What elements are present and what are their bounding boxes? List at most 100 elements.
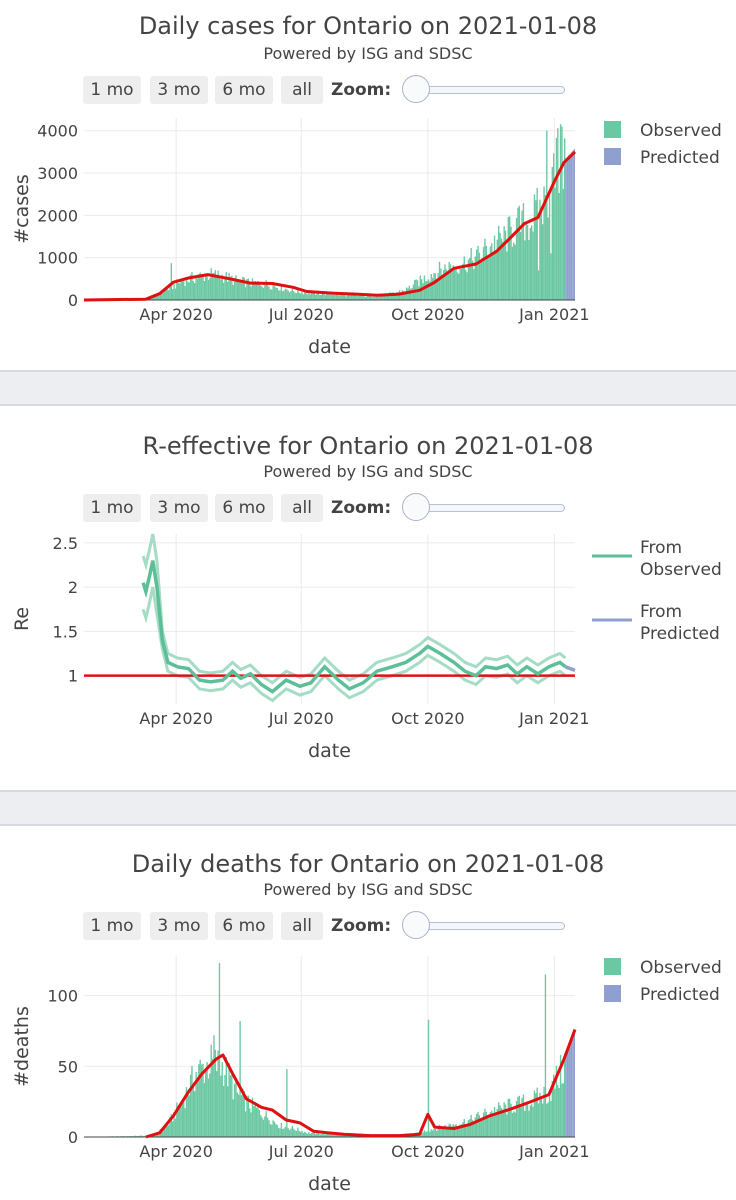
deaths-bar: [514, 1112, 516, 1137]
deaths-bar: [513, 1111, 515, 1137]
range-button-6mo[interactable]: 6 mo: [215, 494, 273, 522]
chart-title: Daily deaths for Ontario on 2021-01-08: [131, 850, 605, 878]
y-tick-label: 2.5: [53, 534, 78, 553]
re-observed-line: [141, 560, 567, 694]
chart-subtitle: Powered by ISG and SDSC: [263, 462, 473, 481]
cases-bar: [181, 281, 184, 300]
y-tick-label: 4000: [37, 122, 78, 141]
deaths-bar: [480, 1118, 482, 1137]
chart-subtitle: Powered by ISG and SDSC: [263, 44, 473, 63]
deaths-bar: [262, 1119, 265, 1137]
range-button-1mo[interactable]: 1 mo: [83, 912, 141, 940]
cases-bar: [287, 290, 289, 300]
deaths-bar: [203, 1082, 206, 1137]
deaths-bar: [429, 1131, 431, 1137]
cases-bar: [345, 296, 347, 300]
cases-bar: [207, 279, 210, 300]
deaths-bar: [459, 1124, 461, 1137]
deaths-bar: [228, 1063, 230, 1137]
cases-bar: [407, 288, 409, 300]
range-button-all[interactable]: all: [281, 494, 323, 522]
cases-bar: [266, 285, 269, 300]
cases-bar: [346, 294, 349, 300]
range-button-6mo[interactable]: 6 mo: [215, 76, 273, 104]
cases-bar: [151, 296, 153, 300]
cases-bar: [475, 249, 478, 300]
cases-bar: [334, 294, 336, 300]
deaths-bar: [328, 1134, 331, 1137]
deaths-bar: [568, 1046, 570, 1137]
deaths-bar: [477, 1112, 479, 1137]
deaths-bar: [503, 1102, 505, 1137]
range-button-all[interactable]: all: [281, 912, 323, 940]
cases-bar: [558, 192, 560, 300]
range-button-1mo[interactable]: 1 mo: [83, 494, 141, 522]
deaths-bar: [497, 1102, 500, 1137]
deaths-bar: [254, 1104, 256, 1137]
deaths-bar: [192, 1087, 195, 1137]
zoom-slider-handle[interactable]: [402, 75, 430, 103]
cases-bar: [354, 294, 357, 300]
cases-bar: [536, 187, 538, 300]
deaths-bar: [163, 1127, 166, 1137]
cases-bar: [480, 259, 482, 300]
zoom-slider-track[interactable]: [402, 493, 565, 521]
cases-bar: [244, 287, 247, 300]
zoom-slider-handle[interactable]: [402, 911, 430, 939]
cases-bar: [205, 275, 207, 300]
deaths-bar: [269, 1124, 272, 1137]
cases-bar: [169, 284, 171, 300]
range-button-1mo[interactable]: 1 mo: [83, 76, 141, 104]
cases-bar: [184, 286, 186, 300]
deaths-bar: [447, 1128, 449, 1137]
cases-bar: [279, 290, 281, 300]
cases-bar: [518, 205, 520, 300]
range-button-all[interactable]: all: [281, 76, 323, 104]
cases-bar: [306, 294, 309, 300]
x-tick-label: Jan 2021: [518, 709, 589, 728]
cases-bar: [566, 156, 569, 300]
deaths-bar: [176, 1102, 178, 1137]
zoom-slider-handle[interactable]: [402, 493, 430, 521]
cases-bar: [301, 292, 303, 300]
deaths-bar: [456, 1126, 459, 1137]
deaths-bar: [202, 1063, 204, 1137]
cases-bar: [383, 293, 386, 300]
zoom-slider-track[interactable]: [402, 75, 565, 103]
deaths-bar: [275, 1123, 277, 1137]
cases-bar: [445, 269, 448, 300]
cases-bar: [180, 280, 182, 300]
legend-entry: Predicted: [640, 985, 720, 1005]
deaths-bar: [188, 1095, 190, 1137]
deaths-bar: [316, 1132, 318, 1137]
cases-bar: [206, 273, 208, 300]
deaths-bar: [519, 1107, 522, 1137]
deaths-bar: [551, 1081, 553, 1137]
deaths-bar: [541, 1103, 544, 1137]
x-axis-label: date: [308, 336, 351, 358]
cases-bar: [312, 291, 314, 300]
deaths-bar: [552, 1074, 555, 1137]
cases-bar: [361, 295, 364, 300]
range-button-3mo[interactable]: 3 mo: [150, 912, 208, 940]
cases-bar: [448, 261, 450, 300]
cases-bar: [532, 231, 534, 300]
cases-bar: [319, 295, 321, 300]
deaths-bar: [327, 1133, 329, 1137]
cases-bar: [158, 295, 160, 300]
deaths-bar: [233, 1083, 236, 1137]
deaths-bar: [423, 1130, 426, 1137]
cases-bar: [543, 186, 545, 300]
deaths-bar: [445, 1126, 448, 1137]
deaths-bar: [155, 1133, 157, 1137]
cases-bar: [462, 263, 464, 300]
deaths-bar: [525, 1102, 527, 1137]
deaths-bar: [449, 1124, 452, 1137]
zoom-slider-track[interactable]: [402, 911, 565, 939]
deaths-bar: [475, 1113, 478, 1137]
range-button-6mo[interactable]: 6 mo: [215, 912, 273, 940]
deaths-bar: [236, 1092, 239, 1137]
range-button-3mo[interactable]: 3 mo: [150, 76, 208, 104]
cases-bar: [183, 280, 185, 300]
range-button-3mo[interactable]: 3 mo: [150, 494, 208, 522]
